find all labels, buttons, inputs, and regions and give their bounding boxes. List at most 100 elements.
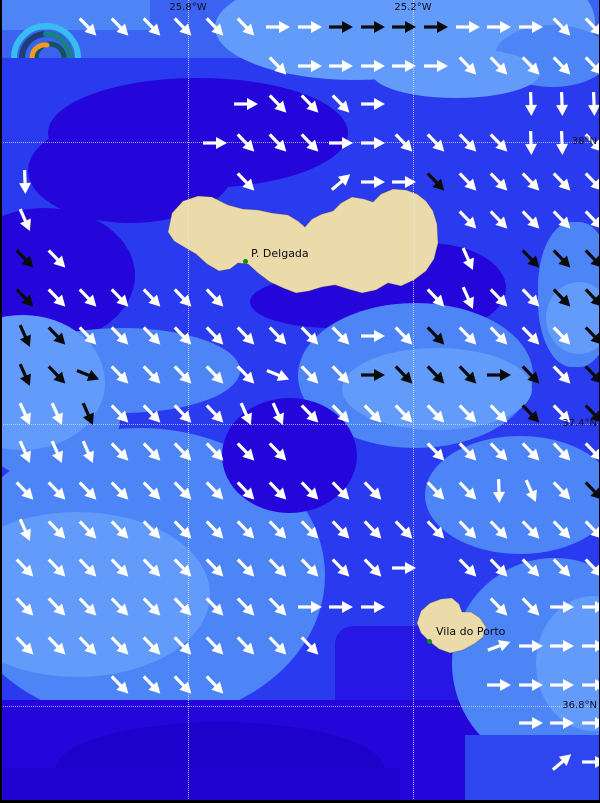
- wind-arrow: [455, 362, 480, 388]
- sea-contour: [465, 735, 600, 803]
- wind-arrow: [75, 555, 100, 581]
- wind-arrow: [44, 362, 69, 388]
- wind-arrow: [139, 672, 164, 698]
- longitude-label-25-8w: 25.8°W: [169, 2, 207, 13]
- wind-arrow: [75, 478, 100, 504]
- wind-arrow: [233, 594, 258, 620]
- wind-arrow: [265, 517, 290, 543]
- wind-arrow: [455, 207, 480, 233]
- wind-arrow: [265, 594, 290, 620]
- wind-arrow: [519, 717, 543, 729]
- wind-arrow: [170, 323, 195, 349]
- wind-arrow: [518, 555, 543, 581]
- wind-arrow: [202, 672, 227, 698]
- wind-arrow: [202, 594, 227, 620]
- wind-arrow: [455, 478, 480, 504]
- wind-arrow: [268, 401, 289, 428]
- wind-arrow: [233, 130, 258, 156]
- wind-arrow: [265, 91, 290, 117]
- wind-arrow: [170, 439, 195, 465]
- wind-arrow: [139, 323, 164, 349]
- wind-arrow: [170, 362, 195, 388]
- wind-arrow: [15, 401, 36, 428]
- wind-arrow: [423, 362, 448, 388]
- wind-arrow: [360, 478, 385, 504]
- wind-arrow: [486, 323, 511, 349]
- wind-arrow: [549, 362, 574, 388]
- longitude-gridline: [413, 0, 414, 803]
- wind-arrow: [525, 91, 538, 116]
- latitude-gridline: [0, 142, 600, 143]
- sea-contour: [0, 768, 400, 803]
- wind-arrow: [486, 636, 513, 655]
- wind-arrow: [549, 169, 574, 195]
- wind-arrow: [170, 517, 195, 543]
- wind-arrow: [391, 323, 416, 349]
- wind-arrow: [518, 246, 543, 272]
- wind-arrow: [487, 369, 511, 381]
- wind-arrow: [493, 478, 506, 503]
- wind-arrow: [233, 555, 258, 581]
- wind-arrow: [455, 169, 480, 195]
- wind-arrow: [297, 362, 322, 388]
- wind-arrow: [328, 555, 353, 581]
- wind-arrow: [361, 98, 385, 110]
- wind-arrow: [107, 517, 132, 543]
- wind-arrow: [458, 246, 479, 273]
- wind-arrow: [328, 170, 354, 195]
- wind-arrow: [455, 439, 480, 465]
- wind-arrow: [297, 517, 322, 543]
- wind-arrow: [556, 91, 569, 116]
- wind-arrow: [550, 717, 574, 729]
- wind-arrow: [360, 555, 385, 581]
- wind-arrow: [582, 717, 600, 729]
- wind-arrow: [202, 401, 227, 427]
- wind-arrow: [361, 21, 385, 33]
- wind-arrow: [391, 130, 416, 156]
- wind-arrow: [297, 130, 322, 156]
- wind-arrow: [170, 14, 195, 40]
- wind-arrow: [170, 478, 195, 504]
- wind-arrow: [297, 555, 322, 581]
- wind-arrow: [170, 555, 195, 581]
- wind-arrow: [203, 137, 227, 149]
- place-dot-vila-do-porto: [427, 639, 432, 644]
- wind-arrow: [233, 478, 258, 504]
- sea-contour: [372, 48, 540, 98]
- wind-arrow: [328, 401, 353, 427]
- wind-arrow: [19, 169, 32, 194]
- wind-arrow: [423, 285, 448, 311]
- wind-arrow: [521, 478, 542, 505]
- place-dot-p-delgada: [243, 259, 248, 264]
- wind-arrow: [519, 21, 543, 33]
- wind-arrow: [423, 401, 448, 427]
- wind-arrow: [329, 601, 353, 613]
- wind-arrow: [549, 401, 574, 427]
- wind-arrow: [265, 53, 290, 79]
- wind-arrow: [486, 169, 511, 195]
- wind-arrow: [518, 53, 543, 79]
- wind-arrow: [12, 478, 37, 504]
- wind-arrow: [423, 517, 448, 543]
- wind-arrow: [139, 401, 164, 427]
- wind-arrow: [424, 21, 448, 33]
- wind-arrow: [361, 60, 385, 72]
- wind-arrow: [582, 756, 600, 768]
- wind-arrow: [44, 633, 69, 659]
- wind-arrow: [202, 323, 227, 349]
- wind-arrow: [202, 517, 227, 543]
- wind-arrow: [15, 517, 36, 544]
- wind-arrow: [297, 91, 322, 117]
- wind-arrow: [12, 633, 37, 659]
- wind-arrow: [518, 594, 543, 620]
- wind-arrow: [44, 478, 69, 504]
- wind-arrow: [549, 517, 574, 543]
- wind-arrow: [44, 517, 69, 543]
- wind-arrow: [549, 750, 575, 775]
- wind-arrow: [328, 362, 353, 388]
- wind-arrow: [423, 323, 448, 349]
- latitude-gridline: [0, 706, 600, 707]
- wind-arrow: [518, 323, 543, 349]
- wind-arrow: [361, 137, 385, 149]
